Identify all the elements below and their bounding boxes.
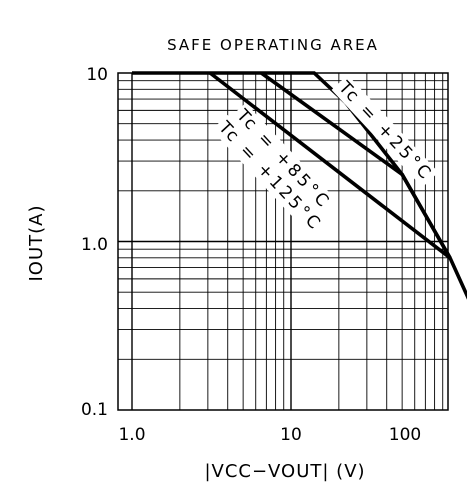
curve-label-halo [211, 114, 328, 238]
grid [118, 73, 448, 410]
curve-label-halo [331, 74, 439, 188]
x-axis-label: |VCC−VOUT| (V) [204, 461, 365, 482]
curve-label-25c: Tc = +25°C [334, 77, 437, 185]
x-tick-label: 100 [389, 425, 421, 445]
y-axis-label: IOUT(A) [26, 204, 47, 281]
chart-title: SAFE OPERATING AREA [167, 36, 379, 54]
x-tick-label: 10 [280, 425, 302, 445]
y-tick-label: 10 [86, 65, 108, 85]
y-tick-label: 0.1 [81, 400, 108, 420]
curve-2 [209, 71, 452, 260]
y-tick-label: 1.0 [81, 235, 108, 255]
x-tick-label: 1.0 [118, 425, 145, 445]
curve-1 [260, 71, 452, 259]
curve-label-halo [229, 102, 337, 216]
curves [132, 71, 467, 300]
